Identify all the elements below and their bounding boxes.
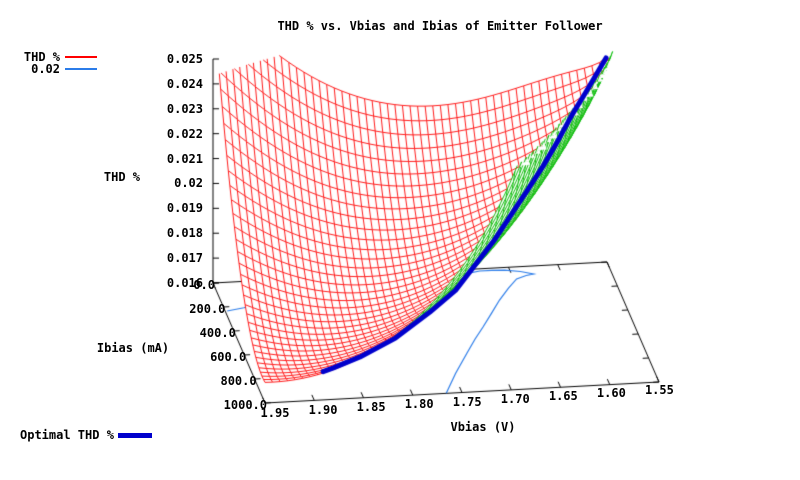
- legend-line-contour-swatch: [65, 68, 97, 70]
- y-tick-label: 1000.0: [223, 398, 267, 412]
- legend-label-optimal: Optimal THD %: [20, 428, 114, 442]
- y-tick-label: 0.0: [193, 278, 215, 292]
- x-tick-label: 1.80: [404, 397, 434, 412]
- z-axis-title: THD %: [103, 170, 140, 184]
- y-tick-label: 200.0: [189, 302, 226, 316]
- x-tick-label: 1.95: [260, 406, 290, 420]
- legend-label-contour: 0.02: [31, 62, 60, 76]
- legend-label-thd: THD %: [23, 50, 60, 64]
- plot-title: THD % vs. Vbias and Ibias of Emitter Fol…: [277, 19, 603, 33]
- z-tick-label: 0.021: [166, 151, 203, 166]
- x-tick-label: 1.85: [356, 400, 386, 415]
- z-tick-label: 0.017: [166, 251, 203, 266]
- x-axis-title: Vbias (V): [450, 420, 516, 434]
- y-axis-title: Ibias (mA): [96, 341, 170, 355]
- y-tick-label: 800.0: [220, 374, 257, 388]
- z-tick-label: 0.025: [166, 52, 203, 66]
- x-tick-label: 1.55: [644, 383, 674, 397]
- x-tick-label: 1.70: [500, 391, 530, 406]
- y-tick-label: 400.0: [199, 326, 236, 340]
- z-tick-label: 0.016: [166, 276, 203, 290]
- legend-line-optimal-swatch: [118, 433, 152, 438]
- z-tick-label: 0.018: [166, 226, 203, 241]
- z-tick-label: 0.019: [166, 201, 203, 216]
- z-tick-label: 0.022: [166, 126, 203, 141]
- y-tick-label: 600.0: [210, 350, 247, 364]
- z-tick-label: 0.02: [174, 176, 203, 191]
- z-tick-label: 0.024: [166, 76, 203, 91]
- z-tick-label: 0.023: [166, 101, 203, 116]
- x-tick-label: 1.75: [452, 394, 482, 409]
- x-tick-label: 1.65: [548, 388, 578, 403]
- x-tick-label: 1.90: [308, 403, 338, 418]
- legend-line-thd-swatch: [65, 56, 97, 58]
- x-tick-label: 1.60: [596, 385, 626, 400]
